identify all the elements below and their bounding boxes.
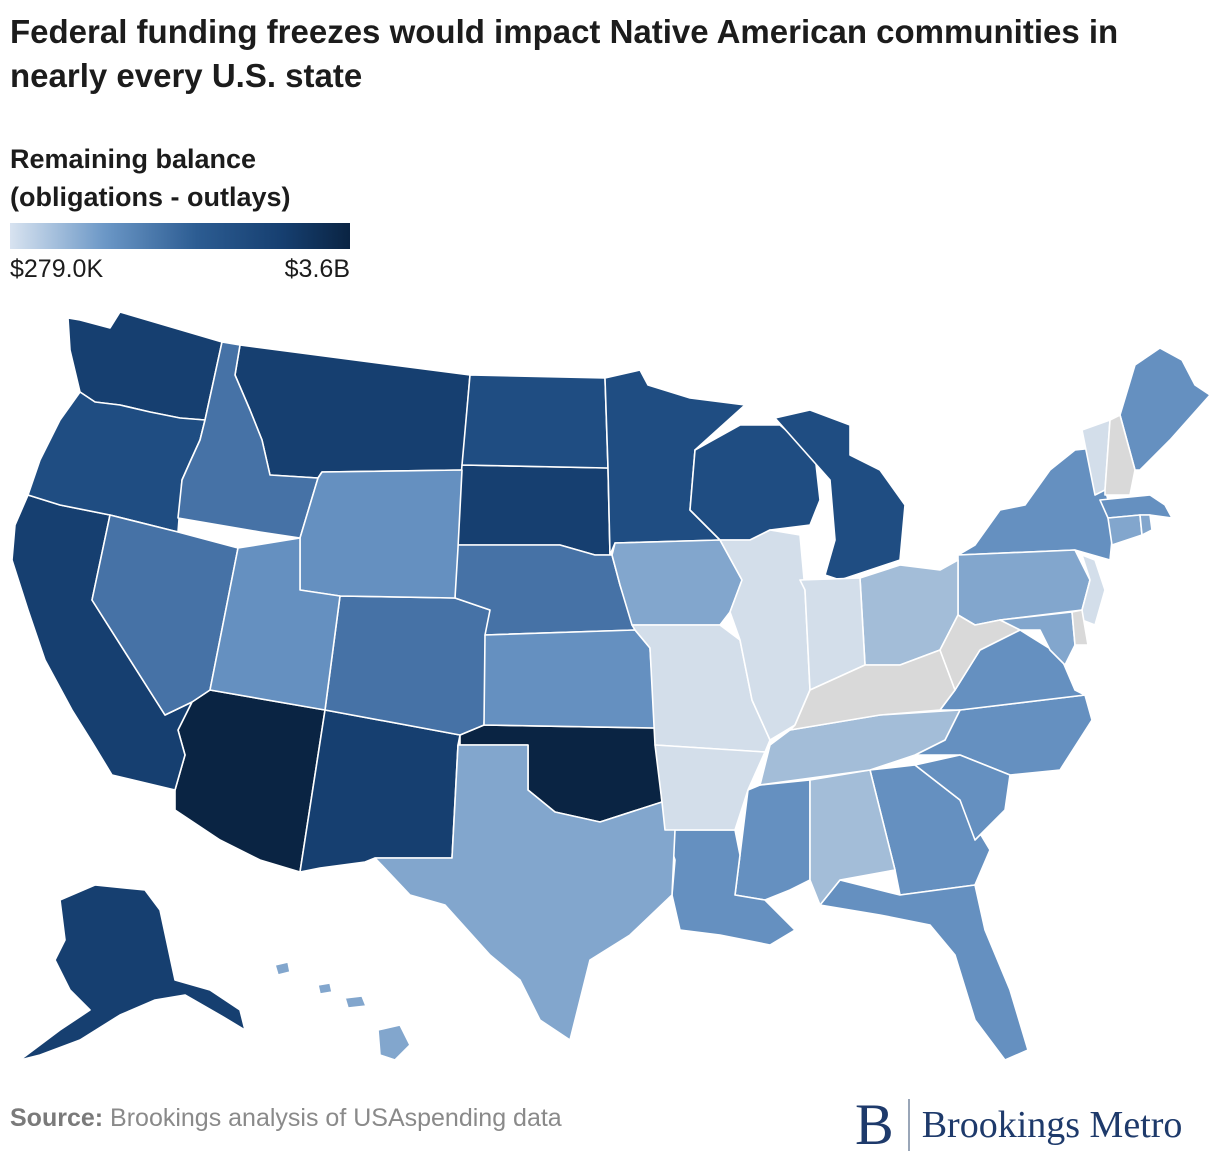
state-mt: [234, 344, 471, 479]
logo-mark: B: [855, 1092, 894, 1157]
legend-max-label: $3.6B: [284, 255, 350, 283]
state-nv: [91, 514, 239, 716]
state-co: [324, 595, 491, 736]
state-me: [1119, 347, 1211, 471]
legend-title-line1: Remaining balance: [10, 144, 257, 174]
state-wy: [299, 469, 463, 599]
state-ky: [789, 649, 956, 731]
state-wv: [939, 614, 1021, 691]
state-wi: [689, 424, 821, 541]
source-label: Source:: [10, 1104, 104, 1132]
state-ks: [483, 629, 656, 729]
state-nd: [461, 374, 609, 469]
brookings-metro-logo: B Brookings Metro: [855, 1095, 1182, 1155]
state-hi: [274, 961, 411, 1061]
state-tx: [374, 744, 676, 1041]
legend-title-line2: (obligations - outlays): [10, 182, 291, 212]
state-ar: [654, 744, 766, 831]
state-ms: [734, 779, 811, 901]
state-nj: [1081, 554, 1106, 626]
logo-divider: [907, 1099, 910, 1151]
state-sd: [454, 464, 611, 556]
state-mo: [631, 624, 771, 753]
chart-title: Federal funding freezes would impact Nat…: [10, 13, 1119, 94]
state-ak: [19, 884, 246, 1061]
state-ia: [611, 539, 743, 626]
logo-text: Brookings Metro: [921, 1104, 1183, 1146]
state-ma: [1099, 494, 1173, 519]
legend-title: Remaining balance (obligations - outlays…: [10, 140, 291, 216]
state-az: [174, 689, 326, 873]
state-ut: [209, 537, 341, 711]
state-sc: [914, 754, 1011, 841]
legend-min-label: $279.0K: [10, 255, 104, 283]
state-ri: [1139, 514, 1153, 536]
state-nh: [1104, 414, 1136, 496]
state-nm: [299, 709, 461, 873]
legend-color-scale: [10, 223, 350, 249]
state-ct: [1107, 514, 1143, 546]
state-de: [1071, 609, 1089, 646]
source-note: Source: Brookings analysis of USAspendin…: [10, 1104, 562, 1133]
state-mi: [774, 409, 906, 581]
state-fl: [819, 879, 1029, 1061]
source-text: Brookings analysis of USAspending data: [103, 1104, 562, 1132]
